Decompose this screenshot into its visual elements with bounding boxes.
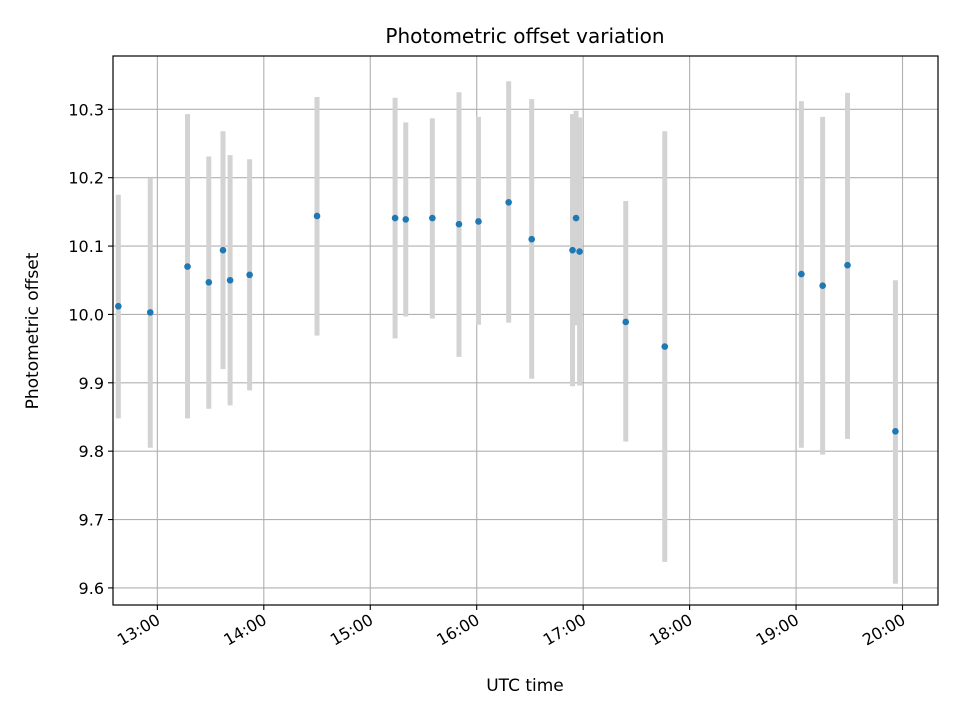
y-tick-label: 9.7 (79, 511, 104, 530)
data-point (226, 276, 234, 284)
data-point (572, 214, 580, 222)
y-tick-label: 10.3 (68, 100, 104, 119)
data-point (798, 270, 805, 278)
data-point (115, 302, 122, 310)
data-point (528, 235, 536, 243)
data-point (576, 248, 583, 255)
data-point (402, 216, 410, 223)
data-points (115, 199, 899, 435)
chart-title: Photometric offset variation (385, 24, 664, 48)
data-point (219, 246, 227, 254)
y-tick-label: 9.8 (79, 442, 104, 461)
data-point (661, 343, 669, 350)
plot-area-frame (112, 55, 939, 606)
data-point (246, 271, 253, 279)
data-point (146, 309, 154, 316)
y-tick-label: 9.6 (79, 579, 104, 598)
data-point (313, 212, 321, 220)
data-point (819, 282, 826, 290)
y-tick-label: 10.0 (68, 305, 104, 324)
y-tick-label: 9.9 (79, 374, 104, 393)
data-point (455, 220, 463, 228)
data-point (844, 261, 851, 269)
data-point (475, 218, 482, 225)
data-point (184, 263, 191, 270)
data-point (205, 279, 213, 286)
y-tick-label: 10.1 (68, 237, 104, 256)
data-point (622, 318, 630, 326)
data-point (505, 199, 512, 206)
y-tick-label: 10.2 (68, 169, 104, 188)
y-axis-label: Photometric offset (23, 252, 43, 409)
x-axis-label: UTC time (486, 676, 564, 696)
data-point (391, 214, 399, 222)
data-point (892, 428, 899, 435)
data-point (429, 214, 436, 222)
data-point (569, 246, 576, 254)
